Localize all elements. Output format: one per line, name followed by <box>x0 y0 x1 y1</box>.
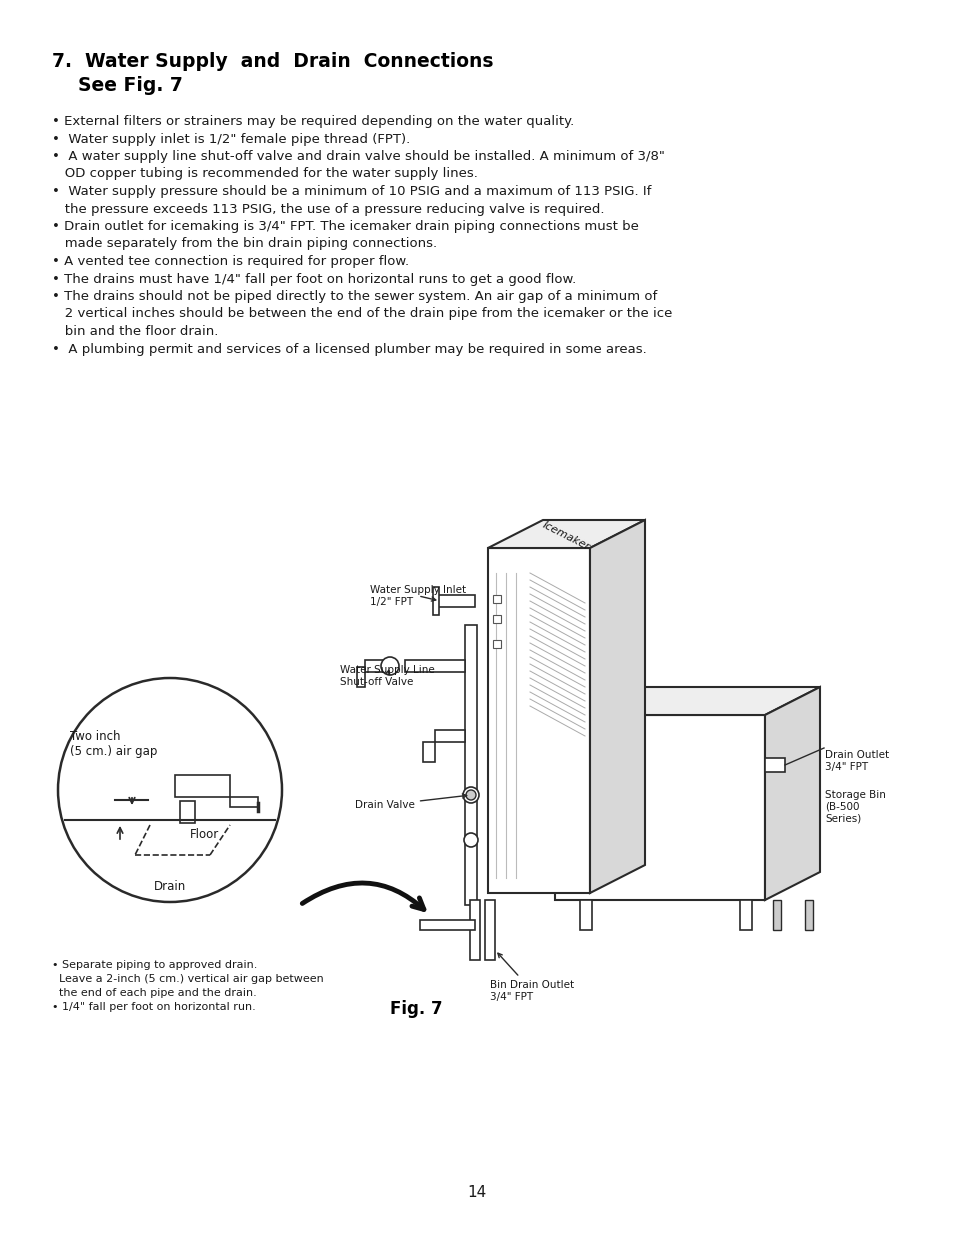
Circle shape <box>465 790 476 800</box>
Text: 7.  Water Supply  and  Drain  Connections: 7. Water Supply and Drain Connections <box>52 52 493 70</box>
Text: Leave a 2-inch (5 cm.) vertical air gap between: Leave a 2-inch (5 cm.) vertical air gap … <box>52 974 323 984</box>
Bar <box>488 548 589 893</box>
Text: • The drains must have 1/4" fall per foot on horizontal runs to get a good flow.: • The drains must have 1/4" fall per foo… <box>52 273 576 285</box>
Bar <box>433 587 438 615</box>
Text: Two inch
(5 cm.) air gap: Two inch (5 cm.) air gap <box>70 730 157 758</box>
Bar <box>579 900 592 930</box>
Text: •  Water supply inlet is 1/2" female pipe thread (FPT).: • Water supply inlet is 1/2" female pipe… <box>52 132 410 146</box>
Bar <box>419 920 475 930</box>
Text: Floor: Floor <box>190 827 219 841</box>
Text: • Separate piping to approved drain.: • Separate piping to approved drain. <box>52 960 257 969</box>
Text: bin and the floor drain.: bin and the floor drain. <box>52 325 218 338</box>
Text: • A vented tee connection is required for proper flow.: • A vented tee connection is required fo… <box>52 254 409 268</box>
Bar <box>470 900 479 960</box>
Bar <box>493 615 500 622</box>
Circle shape <box>462 787 478 803</box>
Text: Water Supply Line
Shut-off Valve: Water Supply Line Shut-off Valve <box>339 664 435 687</box>
Bar <box>174 776 230 797</box>
Text: •  A water supply line shut-off valve and drain valve should be installed. A min: • A water supply line shut-off valve and… <box>52 149 664 163</box>
Text: Drain Valve: Drain Valve <box>355 794 466 810</box>
Bar <box>230 797 257 806</box>
Bar <box>405 659 464 672</box>
Text: • External filters or strainers may be required depending on the water quality.: • External filters or strainers may be r… <box>52 115 574 128</box>
Bar <box>493 640 500 648</box>
Text: • Drain outlet for icemaking is 3/4" FPT. The icemaker drain piping connections : • Drain outlet for icemaking is 3/4" FPT… <box>52 220 639 233</box>
Bar <box>555 715 764 900</box>
Polygon shape <box>764 687 820 900</box>
Text: made separately from the bin drain piping connections.: made separately from the bin drain pipin… <box>52 237 436 251</box>
Text: 14: 14 <box>467 1186 486 1200</box>
Text: •  A plumbing permit and services of a licensed plumber may be required in some : • A plumbing permit and services of a li… <box>52 342 646 356</box>
Bar <box>435 595 475 606</box>
Text: See Fig. 7: See Fig. 7 <box>52 77 183 95</box>
Text: Storage Bin
(B-500
Series): Storage Bin (B-500 Series) <box>824 790 885 824</box>
Bar <box>772 900 781 930</box>
Polygon shape <box>589 520 644 893</box>
Bar <box>356 667 365 687</box>
Text: Drain: Drain <box>153 881 186 893</box>
Bar <box>464 625 476 905</box>
Bar <box>764 758 784 772</box>
Text: Bin Drain Outlet
3/4" FPT: Bin Drain Outlet 3/4" FPT <box>490 953 574 1002</box>
Polygon shape <box>555 687 820 715</box>
Bar <box>422 742 435 762</box>
Bar <box>484 900 495 960</box>
Text: •  Water supply pressure should be a minimum of 10 PSIG and a maximum of 113 PSI: • Water supply pressure should be a mini… <box>52 185 651 198</box>
Bar <box>493 595 500 603</box>
Bar <box>365 659 382 672</box>
Text: • 1/4" fall per foot on horizontal run.: • 1/4" fall per foot on horizontal run. <box>52 1002 255 1011</box>
Text: • The drains should not be piped directly to the sewer system. An air gap of a m: • The drains should not be piped directl… <box>52 290 657 303</box>
Text: Drain Outlet
3/4" FPT: Drain Outlet 3/4" FPT <box>824 750 888 772</box>
Text: the pressure exceeds 113 PSIG, the use of a pressure reducing valve is required.: the pressure exceeds 113 PSIG, the use o… <box>52 203 604 215</box>
Text: Icemaker: Icemaker <box>540 520 591 552</box>
Bar <box>180 802 194 823</box>
Polygon shape <box>488 520 644 548</box>
Text: OD copper tubing is recommended for the water supply lines.: OD copper tubing is recommended for the … <box>52 168 477 180</box>
Bar <box>740 900 751 930</box>
Text: Fig. 7: Fig. 7 <box>390 1000 442 1018</box>
Circle shape <box>380 657 398 676</box>
Bar <box>804 900 813 930</box>
Text: 2 vertical inches should be between the end of the drain pipe from the icemaker : 2 vertical inches should be between the … <box>52 308 672 321</box>
Circle shape <box>463 832 477 847</box>
Text: Water Supply Inlet
1/2" FPT: Water Supply Inlet 1/2" FPT <box>370 585 466 606</box>
Text: the end of each pipe and the drain.: the end of each pipe and the drain. <box>52 988 256 998</box>
Bar <box>435 730 464 742</box>
